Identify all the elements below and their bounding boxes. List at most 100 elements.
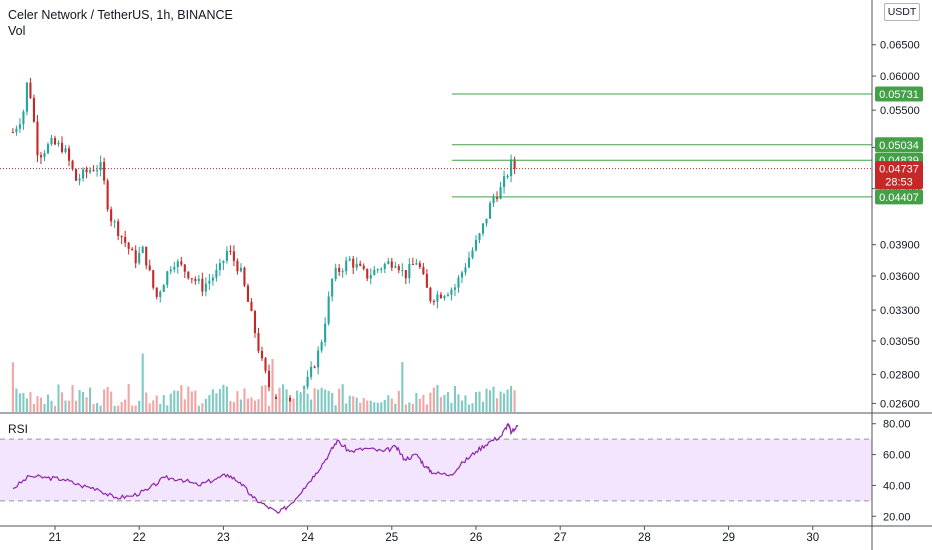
candle-body [439,294,442,299]
candle-body [289,397,292,405]
volume-bar [124,399,127,412]
candle-body [225,250,228,261]
volume-bar [355,397,358,412]
volume-bar [208,394,211,412]
candle-body [92,170,95,172]
candle-body [236,260,239,272]
candle-body [243,267,246,286]
candle-body [373,269,376,276]
candle-body [229,250,232,252]
volume-bar [74,400,78,412]
volume-bar [418,398,421,412]
candle-body [334,267,337,279]
candle-body [53,138,57,145]
candle-body [197,278,200,281]
candle-body [478,233,481,240]
candle-body [120,236,123,238]
volume-bar [225,386,228,412]
candle-body [411,264,414,266]
level-label-bg [875,189,923,205]
volume-bar [267,405,271,412]
candle-body [429,287,432,302]
volume-bar [148,403,151,412]
volume-bar [422,394,425,412]
currency-button[interactable]: USDT [884,3,920,21]
volume-bar [85,397,88,412]
candle-body [222,260,225,264]
candle-body [446,294,449,296]
candle-body [50,138,53,145]
candle-body [246,285,250,302]
candle-body [96,170,99,172]
volume-bar [106,386,109,412]
candle-body [138,253,141,264]
volume-bar [341,384,344,412]
volume-bar [159,403,162,412]
volume-bar [443,394,446,412]
candle-body [488,203,492,219]
volume-bar [348,395,351,412]
candle-body [67,148,71,161]
countdown-label: 28:53 [885,177,913,189]
price-tick-label: 0.06500 [880,40,920,52]
candle-body [506,176,509,178]
volume-label: Vol [8,24,26,38]
volume-bar [390,398,393,412]
candle-body [187,271,190,279]
price-pane[interactable] [0,77,872,412]
volume-bar [180,385,183,412]
candle-body [110,209,113,222]
candle-body [331,278,334,297]
volume-bar [32,403,36,412]
volume-bar [474,391,478,412]
volume-bar [296,390,299,412]
price-tick-label: 0.03300 [880,305,920,317]
candle-body [310,366,313,377]
volume-bar [446,392,449,412]
volume-bar [404,404,407,412]
candle-body [467,257,471,268]
candle-body [460,272,464,278]
candle-body [362,265,365,269]
candle-body [159,291,162,297]
candle-body [425,273,428,288]
volume-bar [338,388,341,412]
candle-body [495,196,499,199]
candle-body [320,342,323,351]
rsi-pane[interactable] [0,422,872,515]
price-tick-label: 0.03050 [880,336,920,348]
volume-bar [152,400,155,412]
volume-bar [204,398,207,412]
volume-bar [201,403,204,412]
candle-body [89,170,92,173]
candle-body [369,275,372,279]
candle-body [450,289,453,295]
candle-body [436,294,439,302]
volume-bar [425,404,428,412]
volume-bar [387,395,390,412]
volume-bar [239,399,242,412]
volume-bar [362,398,365,412]
candle-body [359,263,362,266]
volume-bar [96,403,99,412]
candle-body [341,271,344,273]
candle-body [32,97,36,122]
volume-bar [11,362,14,412]
volume-bar [281,384,285,412]
volume-bar [183,399,186,412]
volume-bar [232,402,235,412]
candle-body [415,263,418,265]
volume-bar [285,389,288,412]
candle-body [162,285,165,292]
price-tick-label: 0.03900 [880,240,920,252]
volume-bar [82,392,85,412]
candle-body [64,148,67,152]
volume-bar [278,387,281,412]
volume-bar [257,399,260,412]
candle-body [166,271,169,286]
volume-bar [64,400,67,412]
level-label: 0.04407 [879,192,919,204]
candle-body [211,277,214,281]
candle-body [253,311,257,334]
